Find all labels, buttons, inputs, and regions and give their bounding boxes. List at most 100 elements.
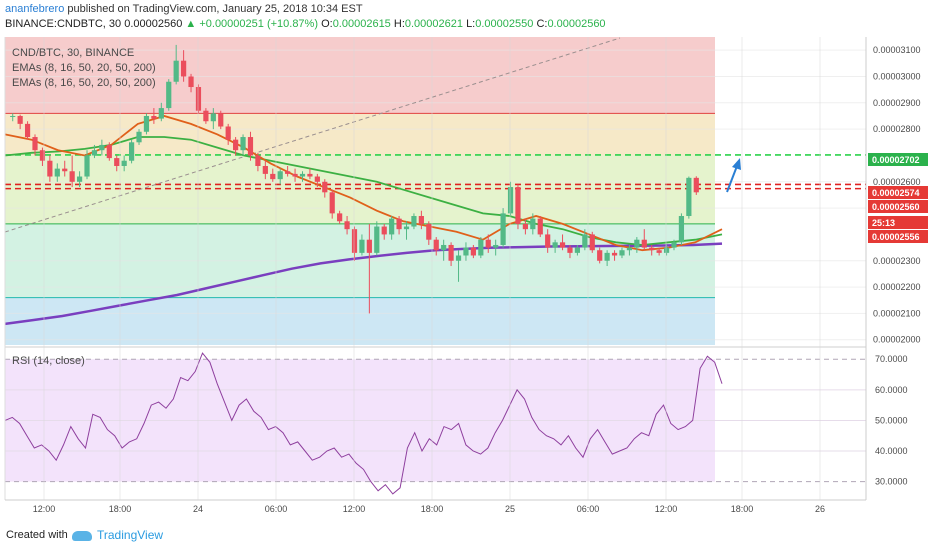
rsi-tick-label-1: 60.0000: [875, 385, 908, 395]
candle-body-91: [686, 177, 692, 217]
low-value: 0.00002550: [475, 18, 534, 30]
price-zone-4: [5, 297, 715, 345]
candle-body-71: [537, 218, 543, 235]
candle-body-82: [619, 250, 625, 256]
candle-body-11: [91, 150, 98, 156]
close-label: C:: [536, 18, 548, 30]
candle-body-67: [507, 187, 514, 214]
candle-body-17: [136, 131, 142, 143]
candle-body-5: [47, 160, 53, 177]
candle-body-16: [128, 142, 135, 161]
overlay-ema-20: [4, 115, 723, 252]
time-tick-label-5: 18:00: [421, 504, 444, 514]
price-tag-0: 0.00002702: [872, 155, 920, 165]
price-tag-1: 0.00002574: [872, 188, 920, 198]
candle-body-28: [218, 113, 224, 127]
candle-body-2: [24, 123, 31, 138]
time-tick-label-0: 12:00: [33, 504, 56, 514]
candle-body-72: [545, 234, 551, 248]
time-tick-label-1: 18:00: [109, 504, 132, 514]
candle-body-27: [210, 113, 216, 122]
time-tick-label-6: 25: [505, 504, 515, 514]
candle-body-65: [493, 244, 499, 248]
candle-body-33: [255, 155, 261, 166]
candle-body-21: [166, 81, 172, 109]
candle-body-9: [76, 176, 83, 182]
rsi-line: [4, 352, 723, 495]
tradingview-cloud-icon: [72, 530, 92, 541]
candle-body-75: [567, 247, 573, 253]
candle-body-73: [552, 242, 558, 248]
candle-body-7: [62, 168, 68, 172]
rsi-tick-label-3: 40.0000: [875, 446, 908, 456]
candle-body-64: [485, 239, 491, 248]
candle-body-61: [463, 247, 469, 256]
price-tick-label-4: 0.00002600: [873, 177, 921, 187]
candle-body-57: [433, 239, 439, 251]
candle-body-81: [611, 252, 618, 256]
candle-body-88: [663, 247, 670, 253]
candle-body-53: [403, 226, 410, 230]
price-tick-label-8: 0.00002100: [873, 308, 921, 318]
author-link[interactable]: ananfebrero: [5, 3, 65, 15]
candle-body-60: [455, 255, 462, 261]
candle-body-87: [656, 250, 662, 253]
candle-body-29: [225, 126, 231, 140]
candle-body-80: [604, 252, 610, 261]
candle-body-38: [292, 173, 298, 177]
candle-body-56: [426, 223, 432, 240]
candle-body-86: [649, 247, 655, 251]
candle-body-13: [106, 144, 112, 159]
candle-body-26: [203, 110, 209, 122]
candle-body-15: [121, 160, 127, 166]
candle-body-19: [151, 115, 157, 119]
candle-body-69: [522, 223, 528, 230]
candle-body-77: [582, 234, 588, 248]
candle-body-37: [285, 171, 291, 174]
publish-line: ananfebrero published on TradingView.com…: [5, 3, 363, 15]
price-tick-label-9: 0.00002000: [873, 335, 921, 345]
chart-title: CND/BTC, 30, BINANCE: [12, 47, 134, 59]
publish-info: published on TradingView.com, January 25…: [67, 3, 363, 15]
price-tick-label-3: 0.00002800: [873, 124, 921, 134]
candle-body-79: [597, 250, 603, 261]
footer: Created with TradingView: [0, 521, 932, 550]
open-label: O:: [321, 18, 333, 30]
candle-body-92: [693, 177, 699, 193]
candle-body-89: [671, 242, 677, 248]
up-arrow-icon: ▲: [185, 18, 197, 30]
candle-body-85: [641, 239, 647, 248]
time-tick-label-7: 06:00: [577, 504, 600, 514]
candle-body-83: [626, 247, 633, 251]
price-tag-bg-1: [868, 186, 928, 199]
last-price: 0.00002560: [124, 18, 183, 30]
candle-body-47: [359, 239, 365, 253]
candle-body-49: [374, 226, 380, 253]
tradingview-logo[interactable]: TradingView: [72, 528, 163, 542]
price-tick-label-1: 0.00003000: [873, 71, 921, 81]
candle-body-58: [441, 244, 447, 251]
candle-body-51: [389, 218, 395, 235]
candle-body-42: [322, 181, 328, 193]
tradingview-brand: TradingView: [97, 528, 164, 542]
overlay-ema-200: [4, 242, 723, 326]
price-tick-label-0: 0.00003100: [873, 45, 921, 55]
candle-body-59: [448, 244, 454, 261]
candle-body-18: [143, 115, 150, 132]
candle-body-39: [299, 173, 306, 177]
trend-line: [4, 37, 621, 233]
candle-body-66: [500, 213, 506, 245]
candle-body-24: [188, 76, 194, 88]
candle-body-76: [574, 247, 581, 253]
time-tick-label-10: 26: [815, 504, 825, 514]
candle-body-32: [247, 137, 254, 156]
candle-body-4: [39, 150, 46, 161]
candle-body-43: [329, 192, 335, 214]
created-with-label: Created with: [6, 529, 68, 541]
candle-body-10: [84, 155, 90, 177]
candle-body-6: [54, 168, 60, 177]
price-zone-2: [5, 155, 715, 224]
price-tag-4: 0.00002556: [872, 232, 920, 242]
candle-body-52: [396, 218, 402, 230]
